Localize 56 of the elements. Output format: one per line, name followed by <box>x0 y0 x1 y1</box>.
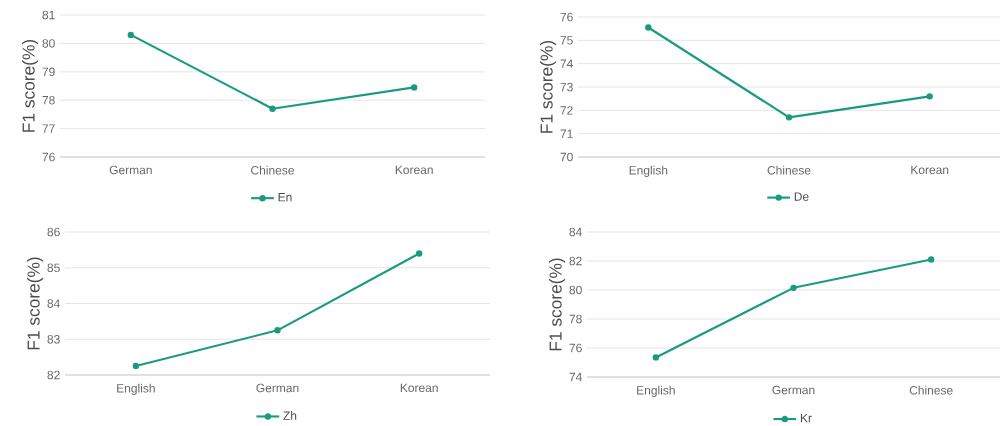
y-tick-label: 74 <box>569 372 582 382</box>
y-tick-label: 82 <box>47 370 60 380</box>
y-tick-label: 77 <box>42 124 55 133</box>
legend-label: En <box>278 193 292 202</box>
y-tick-label: 79 <box>42 67 55 77</box>
y-axis-title: F1 score(%) <box>548 258 566 351</box>
point <box>926 93 933 100</box>
y-tick-label: 85 <box>47 263 60 273</box>
legend-label: Zh <box>283 411 297 420</box>
x-tick-label: Korean <box>911 165 949 175</box>
y-tick-label: 78 <box>42 95 55 105</box>
x-tick-label: Chinese <box>909 385 953 395</box>
y-tick-label: 71 <box>560 129 573 138</box>
x-tick-label: German <box>109 165 152 175</box>
y-axis-title: F1 score(%) <box>21 39 39 132</box>
y-tick-label: 84 <box>569 227 582 237</box>
y-tick-label: 80 <box>42 39 55 48</box>
y-axis-title: F1 score(%) <box>539 40 557 133</box>
point <box>645 24 652 31</box>
point <box>652 354 660 361</box>
point <box>269 105 276 112</box>
point <box>127 31 135 39</box>
x-tick-label: English <box>629 165 668 177</box>
point <box>132 362 140 370</box>
y-tick-label: 76 <box>569 343 582 353</box>
y-tick-label: 72 <box>560 106 573 115</box>
y-tick-label: 82 <box>569 256 582 266</box>
x-tick-label: Korean <box>395 165 433 175</box>
x-tick-label: German <box>256 383 299 393</box>
legend-label: Kr <box>800 413 812 423</box>
x-tick-label: Chinese <box>767 165 811 175</box>
x-tick-label: Korean <box>400 383 438 393</box>
x-tick-label: English <box>117 383 155 395</box>
y-tick-label: 78 <box>569 314 582 324</box>
point <box>790 284 797 292</box>
legend-label: De <box>794 192 809 201</box>
point <box>415 250 423 257</box>
x-tick-label: German <box>772 385 815 395</box>
y-tick-label: 75 <box>560 36 573 45</box>
point <box>274 327 281 334</box>
y-tick-label: 76 <box>560 12 573 22</box>
y-tick-label: 73 <box>560 82 573 92</box>
point <box>927 256 935 263</box>
y-tick-label: 74 <box>560 59 573 68</box>
y-tick-label: 84 <box>47 299 60 308</box>
x-tick-label: Chinese <box>251 165 294 175</box>
point <box>410 84 418 91</box>
y-tick-label: 76 <box>42 152 55 162</box>
y-tick-label: 70 <box>560 152 573 162</box>
y-tick-label: 81 <box>42 10 55 20</box>
x-tick-label: English <box>637 385 675 397</box>
y-tick-label: 80 <box>569 285 582 295</box>
y-tick-label: 86 <box>47 227 60 237</box>
point <box>785 114 793 121</box>
y-axis-title: F1 score(%) <box>26 257 44 350</box>
y-tick-label: 83 <box>47 335 60 344</box>
